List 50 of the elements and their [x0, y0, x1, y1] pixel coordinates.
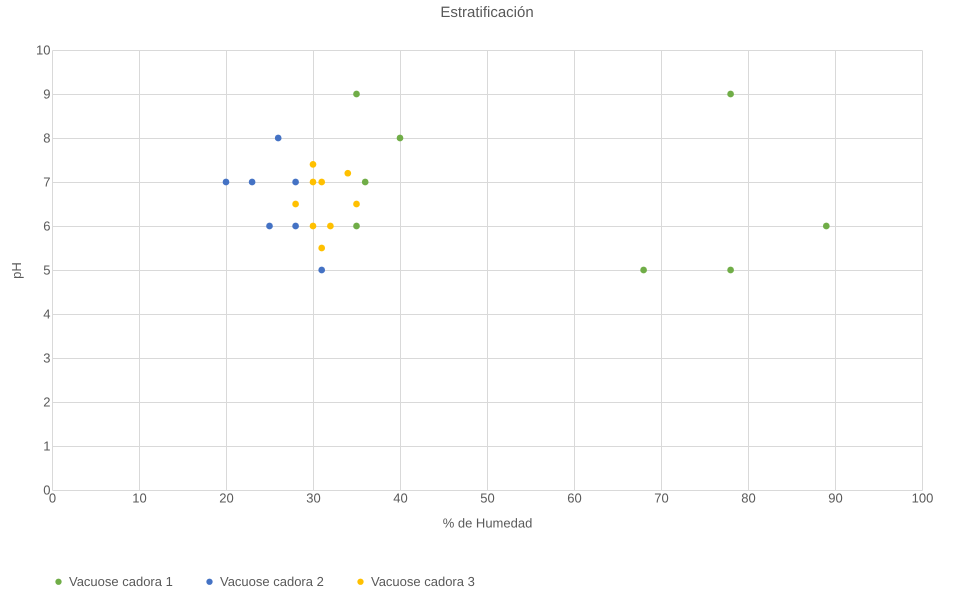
- point: [310, 161, 316, 168]
- x-tick-label: 30: [306, 490, 321, 506]
- y-axis-title: pH: [9, 262, 24, 279]
- point: [822, 222, 830, 230]
- legend-label: Vacuose cadora 2: [220, 574, 324, 589]
- point: [353, 90, 360, 98]
- x-tick-label: 100: [912, 490, 934, 506]
- point: [310, 178, 316, 186]
- point: [344, 170, 352, 177]
- point: [640, 266, 647, 274]
- x-axis-title: % de Humedad: [442, 516, 532, 530]
- y-tick-label: 8: [43, 130, 50, 146]
- point: [274, 134, 282, 142]
- legend-label: Vacuose cadora 3: [371, 574, 475, 589]
- point: [292, 178, 299, 186]
- point: [292, 222, 299, 230]
- y-tick-label: 6: [43, 218, 50, 234]
- x-tick-label: 20: [219, 490, 234, 506]
- point: [362, 178, 369, 186]
- point: [727, 90, 734, 98]
- point: [727, 266, 734, 274]
- point: [222, 178, 230, 186]
- x-tick-label: 60: [567, 490, 582, 506]
- point: [353, 222, 360, 230]
- x-tick-label: 40: [393, 490, 408, 506]
- y-tick-label: 9: [43, 86, 50, 102]
- y-tick-label: 4: [43, 306, 50, 322]
- point: [327, 222, 334, 230]
- point: [292, 200, 299, 208]
- point: [248, 178, 256, 186]
- y-tick-label: 2: [43, 394, 50, 410]
- point: [318, 244, 326, 252]
- x-tick-label: 10: [132, 490, 147, 506]
- point: [310, 222, 316, 230]
- x-tick-label: 50: [480, 490, 495, 506]
- point: [266, 222, 273, 230]
- x-tick-label: 80: [741, 490, 756, 506]
- point: [353, 200, 360, 208]
- point: [318, 178, 326, 186]
- y-tick-label: 10: [36, 42, 50, 58]
- point: [396, 134, 404, 142]
- point: [318, 266, 326, 274]
- x-tick-label: 90: [828, 490, 843, 506]
- chart-title: Estratificación: [440, 4, 534, 21]
- y-tick-label: 1: [43, 438, 50, 454]
- y-tick-label: 5: [43, 262, 50, 278]
- y-tick-label: 7: [43, 174, 50, 190]
- x-tick-label: 70: [654, 490, 669, 506]
- y-tick-label: 3: [43, 350, 50, 366]
- legend-label: Vacuose cadora 1: [69, 574, 173, 589]
